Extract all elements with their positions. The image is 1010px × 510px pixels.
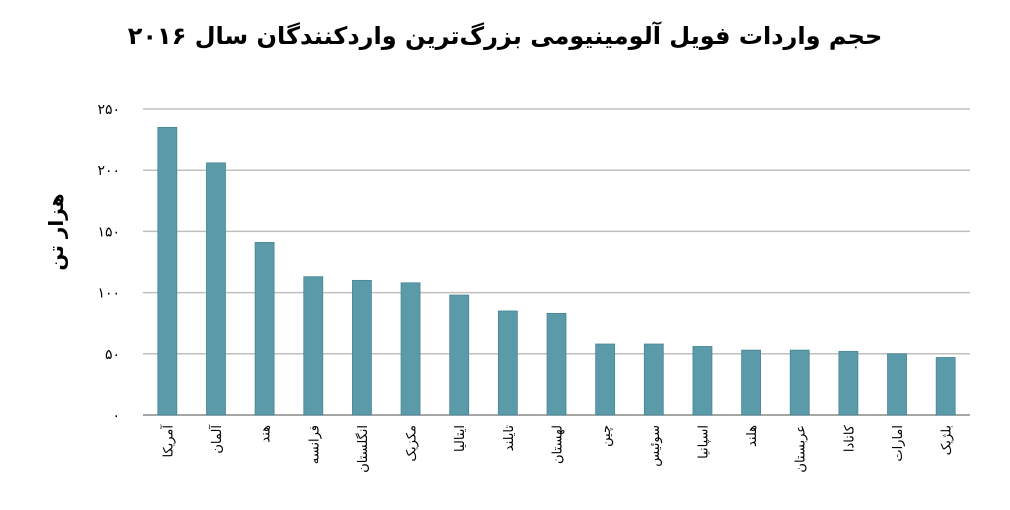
- bar-3: [303, 276, 324, 416]
- y-tick-label: ۱۵۰: [97, 224, 120, 240]
- x-category-label: آلمان: [208, 424, 225, 454]
- bar-7: [497, 310, 518, 416]
- x-category-label: فرانسه: [307, 425, 322, 464]
- bar-12: [741, 349, 761, 416]
- x-category-label: امارات: [891, 425, 906, 462]
- bar-6: [449, 294, 470, 416]
- x-axis-categories: آمریکا آلمان هند فرانسه انگلستان مکزیک ایتالیا…: [159, 424, 954, 473]
- x-category-label: هلند: [745, 425, 760, 447]
- y-tick-label: ۱۰۰: [97, 286, 120, 302]
- y-axis-ticks: ۰ ۵۰ ۱۰۰ ۱۵۰ ۲۰۰ ۲۵۰: [97, 102, 120, 424]
- bar-0: [157, 126, 178, 416]
- x-category-label: عربستان: [794, 425, 809, 473]
- bar-13: [789, 349, 810, 416]
- bar-16: [935, 357, 956, 416]
- bar-10: [643, 343, 664, 416]
- bar-1: [206, 162, 226, 416]
- bar-5: [400, 282, 421, 416]
- x-category-label: لهستان: [551, 425, 566, 464]
- bar-14: [838, 350, 859, 416]
- y-tick-label: ۲۵۰: [97, 102, 120, 118]
- bars: [157, 126, 956, 416]
- bar-8: [546, 313, 567, 416]
- bar-15: [887, 353, 907, 416]
- x-category-label: مکزیک: [405, 425, 420, 462]
- x-category-label: تایلند: [502, 425, 517, 452]
- x-category-label: هند: [259, 425, 274, 443]
- x-category-label: سوئیس: [648, 425, 663, 467]
- x-category-label: آمریکا: [159, 424, 176, 458]
- bar-11: [692, 346, 713, 416]
- chart-title: حجم واردات فویل آلومینیومی بزرگ‌ترین وار…: [127, 22, 883, 50]
- bar-2: [254, 242, 275, 416]
- x-category-label: کانادا: [842, 424, 857, 452]
- y-tick-label: ۰: [112, 408, 120, 424]
- x-category-label: اسپانیا: [696, 425, 711, 459]
- x-category-label: چین: [599, 425, 614, 447]
- x-category-label: بلژیک: [940, 425, 955, 455]
- x-category-label: ایتالیا: [453, 425, 468, 452]
- x-category-label: انگلستان: [355, 425, 371, 473]
- y-tick-label: ۵۰: [105, 347, 120, 363]
- bar-4: [352, 279, 372, 416]
- y-axis-label: هزار تن: [44, 193, 68, 270]
- bar-9: [595, 343, 616, 416]
- y-tick-label: ۲۰۰: [97, 163, 120, 179]
